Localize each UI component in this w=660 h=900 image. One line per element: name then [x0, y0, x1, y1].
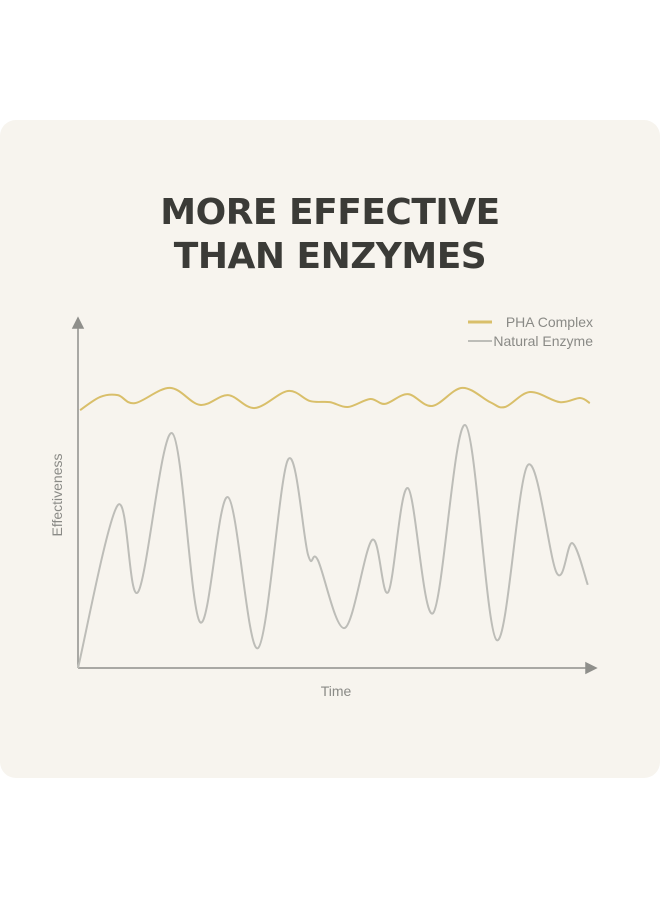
card [0, 120, 660, 778]
series-line [77, 424, 589, 669]
x-axis-label: Time [321, 683, 352, 699]
y-axis-label: Effectiveness [49, 453, 65, 536]
legend-label: PHA Complex [506, 314, 593, 330]
series-line [79, 386, 591, 411]
chart-title: THAN ENZYMES [174, 236, 486, 277]
chart-title: MORE EFFECTIVE [160, 192, 499, 233]
legend-label: Natural Enzyme [493, 333, 593, 349]
axes [71, 316, 598, 675]
